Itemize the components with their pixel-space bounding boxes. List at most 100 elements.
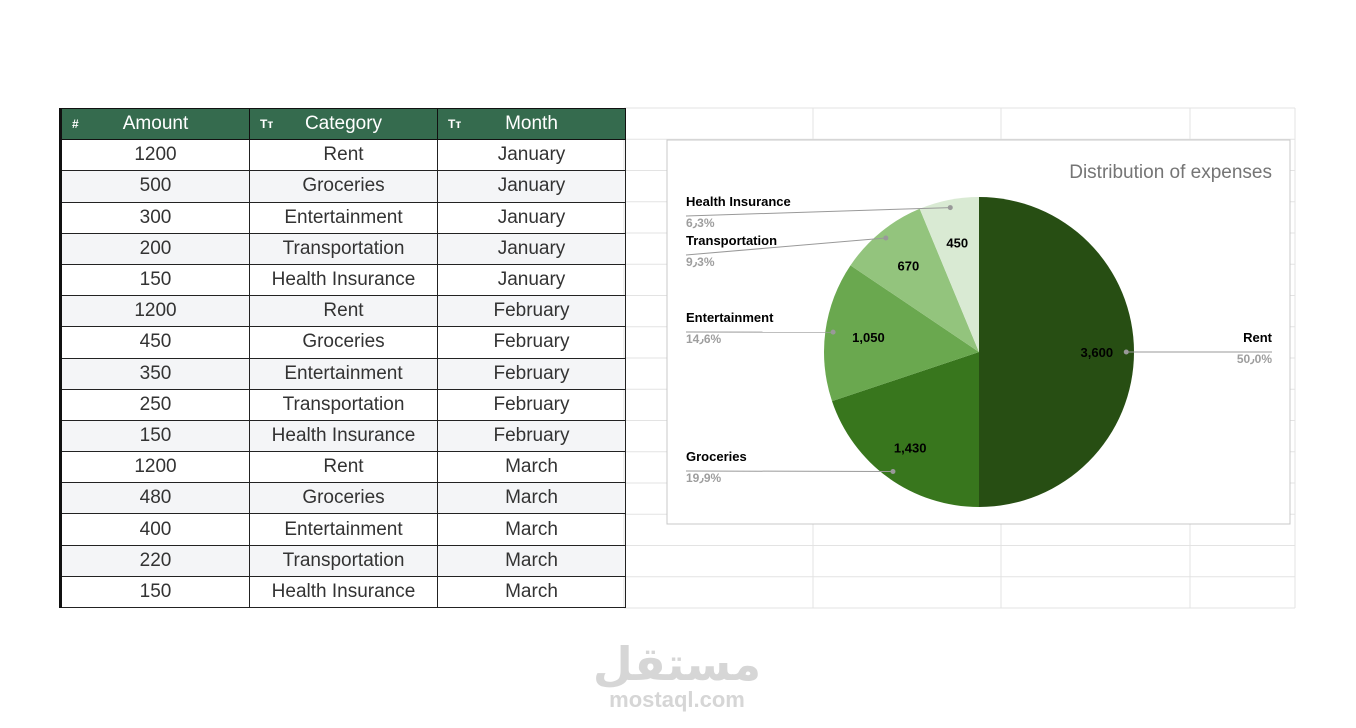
table-row: 300 Entertainment January: [60, 201, 626, 234]
leader-line: [685, 470, 893, 473]
table-cell: Health Insurance: [249, 263, 438, 297]
header-label: Amount: [122, 113, 189, 135]
table-cell: Health Insurance: [249, 575, 438, 609]
table-cell: March: [437, 575, 626, 609]
table-row: 150 Health Insurance March: [60, 575, 626, 609]
table-cell: 350: [60, 357, 250, 390]
table-cell: 150: [60, 263, 250, 297]
table-cell: March: [437, 451, 626, 484]
table-cell: January: [437, 232, 626, 265]
pie-slice: [919, 197, 979, 352]
leader-line: [685, 237, 886, 256]
data-table: # Amount Tт Category Tт Month 1200 Rent January…: [59, 107, 626, 609]
table-row: 1200 Rent February: [60, 295, 626, 328]
percent-label: 14٫6%: [686, 332, 722, 346]
table-cell: Health Insurance: [249, 419, 438, 453]
leader-dot: [1123, 349, 1129, 355]
watermark-logo: مستقل: [593, 638, 761, 690]
table-row: 1200 Rent March: [60, 451, 626, 484]
legend-label: Transportation: [686, 233, 777, 248]
table-row: 450 Groceries February: [60, 326, 626, 359]
header-label: Category: [304, 113, 383, 135]
table-cell: January: [437, 201, 626, 234]
percent-label: 6٫3%: [686, 216, 715, 230]
leader-dot: [883, 235, 889, 241]
table-cell: Groceries: [249, 482, 438, 515]
table-row: 500 Groceries January: [60, 170, 626, 203]
table-cell: 250: [60, 388, 250, 421]
table-cell: 220: [60, 544, 250, 577]
header-icon: #: [72, 117, 79, 131]
table-cell: March: [437, 482, 626, 515]
header-cell: # Amount: [60, 107, 250, 141]
table-cell: February: [437, 419, 626, 453]
header-icon: Tт: [448, 117, 462, 131]
header-icon: Tт: [260, 117, 274, 131]
table-row: 480 Groceries March: [60, 482, 626, 515]
table-cell: 480: [60, 482, 250, 515]
legend-label: Entertainment: [686, 310, 774, 325]
table-cell: February: [437, 326, 626, 359]
header-cell: Tт Month: [437, 107, 626, 141]
header-label: Month: [505, 113, 558, 135]
table-cell: Entertainment: [249, 357, 438, 390]
table-cell: February: [437, 295, 626, 328]
slice-value-label: 1,050: [852, 330, 885, 345]
header-row: # Amount Tт Category Tт Month: [60, 107, 626, 141]
percent-label: 19٫9%: [686, 471, 722, 485]
table-row: 350 Entertainment February: [60, 357, 626, 390]
percent-label: 50٫0%: [1237, 352, 1273, 366]
table-cell: February: [437, 388, 626, 421]
slice-value-label: 670: [898, 259, 920, 274]
legend-label: Groceries: [686, 449, 747, 464]
chart-title: Distribution of expenses: [1069, 162, 1272, 183]
leader-dot: [830, 329, 836, 335]
table-cell: Transportation: [249, 544, 438, 577]
legend-label: Rent: [1243, 330, 1273, 345]
legend-label: Health Insurance: [686, 194, 791, 209]
percent-label: 9٫3%: [686, 255, 715, 269]
table-cell: 450: [60, 326, 250, 359]
leader-line: [685, 207, 951, 217]
table-cell: January: [437, 139, 626, 172]
table-row: 1200 Rent January: [60, 139, 626, 172]
table-cell: 150: [60, 575, 250, 609]
pie-slice: [832, 352, 979, 507]
table-cell: 200: [60, 232, 250, 265]
table-cell: Rent: [249, 139, 438, 172]
table-body: 1200 Rent January 500 Groceries January 300 Ent…: [60, 139, 626, 609]
pie-slice: [979, 197, 1134, 507]
table-cell: Entertainment: [249, 513, 438, 546]
slice-value-label: 3,600: [1081, 345, 1114, 360]
pie-slice: [850, 208, 979, 352]
table-cell: 1200: [60, 139, 250, 172]
table-cell: Rent: [249, 295, 438, 328]
table-cell: January: [437, 170, 626, 203]
table-cell: Entertainment: [249, 201, 438, 234]
table-row: 200 Transportation January: [60, 232, 626, 265]
table-cell: 1200: [60, 451, 250, 484]
table-cell: March: [437, 544, 626, 577]
leader-dot: [890, 469, 896, 475]
table-cell: February: [437, 357, 626, 390]
table-row: 220 Transportation March: [60, 544, 626, 577]
table-cell: 1200: [60, 295, 250, 328]
table-cell: Rent: [249, 451, 438, 484]
table-row: 250 Transportation February: [60, 388, 626, 421]
table-row: 150 Health Insurance February: [60, 419, 626, 453]
table-cell: 300: [60, 201, 250, 234]
table-row: 150 Health Insurance January: [60, 263, 626, 297]
pie-slice: [824, 265, 979, 402]
leader-dot: [947, 205, 953, 211]
table-cell: Transportation: [249, 388, 438, 421]
slice-value-label: 1,430: [894, 441, 927, 456]
slice-value-label: 450: [946, 236, 968, 251]
header-cell: Tт Category: [249, 107, 438, 141]
table-cell: Transportation: [249, 232, 438, 265]
watermark-site: mostaql.com: [609, 687, 745, 712]
table-cell: Groceries: [249, 326, 438, 359]
table-cell: 150: [60, 419, 250, 453]
table-cell: 500: [60, 170, 250, 203]
